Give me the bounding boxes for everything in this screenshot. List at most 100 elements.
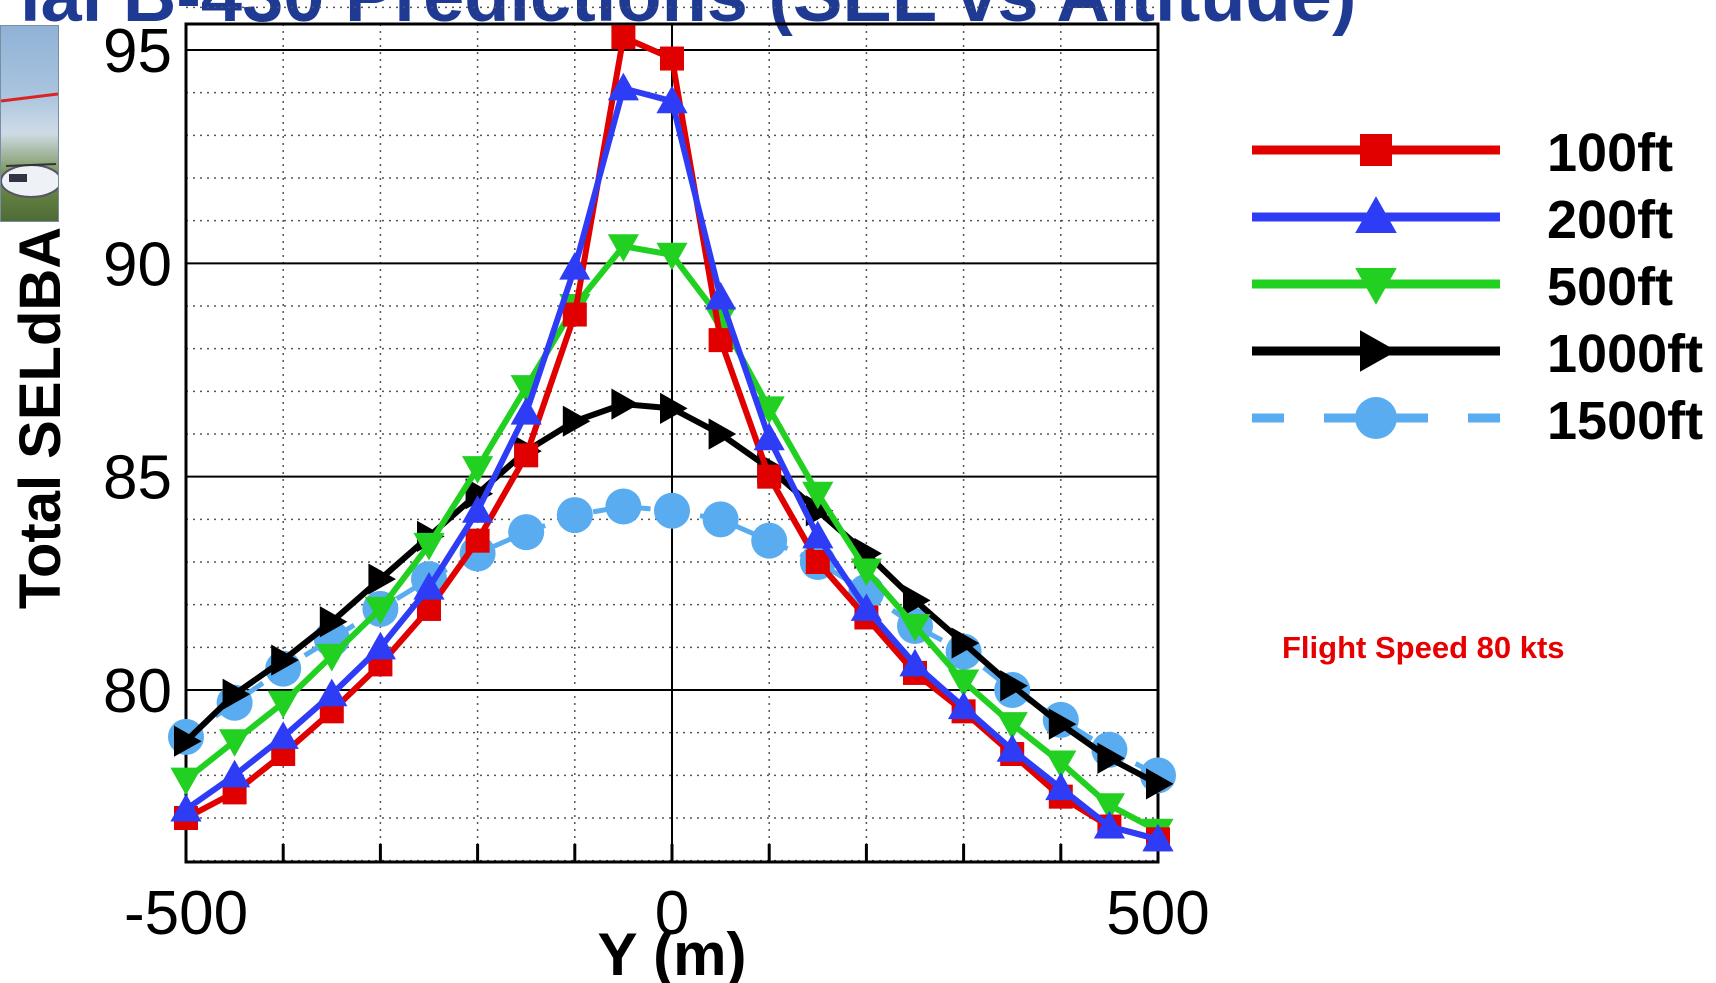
- data-point: [174, 725, 202, 757]
- data-point: [951, 627, 980, 659]
- data-point: [850, 558, 882, 587]
- legend-label: 200ft: [1547, 190, 1673, 250]
- data-point: [660, 392, 688, 424]
- data-point: [850, 593, 882, 621]
- data-point: [802, 481, 834, 510]
- data-point: [1093, 793, 1125, 821]
- data-point: [222, 678, 251, 710]
- data-point: [462, 495, 494, 523]
- data-point: [611, 25, 636, 50]
- data-point: [899, 614, 931, 642]
- data-point: [607, 72, 639, 101]
- legend-item: 1500ft: [1252, 391, 1703, 451]
- data-point: [364, 596, 396, 625]
- legend-label: 1000ft: [1547, 324, 1703, 384]
- y-tick-label: 90: [103, 230, 172, 299]
- data-point: [757, 464, 782, 489]
- data-point: [319, 606, 348, 638]
- data-point: [462, 456, 494, 484]
- data-point: [1146, 768, 1174, 800]
- data-point: [708, 418, 737, 450]
- data-point: [368, 563, 396, 595]
- chart-legend: 100ft 200ft 500ft 1000ft 1500ft: [1252, 123, 1703, 451]
- data-point: [465, 478, 494, 510]
- data-point: [656, 85, 688, 114]
- data-point: [170, 767, 202, 796]
- x-axis-label: Y (m): [598, 921, 747, 983]
- legend-item: 500ft: [1252, 257, 1673, 317]
- y-tick-label: 80: [103, 657, 172, 726]
- data-point: [562, 405, 591, 437]
- data-point: [1048, 708, 1077, 740]
- data-point: [559, 252, 591, 280]
- data-point: [899, 648, 931, 677]
- data-point: [1045, 772, 1077, 801]
- data-point: [465, 528, 490, 553]
- data-point: [805, 550, 830, 574]
- data-point: [508, 514, 545, 551]
- flight-speed-note: Flight Speed 80 kts: [1282, 630, 1565, 665]
- data-point: [1360, 134, 1392, 166]
- data-point: [1355, 268, 1397, 305]
- data-point: [510, 397, 542, 425]
- data-point: [562, 302, 587, 327]
- data-point: [316, 678, 348, 707]
- data-point: [267, 721, 299, 749]
- data-point: [656, 242, 688, 271]
- data-point: [753, 422, 785, 451]
- legend-item: 1000ft: [1252, 324, 1703, 384]
- data-point: [611, 388, 639, 420]
- data-point: [413, 572, 445, 600]
- data-point: [267, 690, 299, 719]
- chart-series: [168, 25, 1176, 852]
- data-point: [1000, 670, 1028, 702]
- legend-label: 100ft: [1547, 123, 1673, 183]
- y-tick-label: 85: [103, 444, 172, 513]
- legend-item: 100ft: [1252, 123, 1673, 183]
- data-point: [170, 793, 202, 822]
- y-axis-label: Total SELdBA: [8, 227, 73, 609]
- data-point: [705, 281, 737, 310]
- data-point: [316, 643, 348, 672]
- legend-label: 500ft: [1547, 257, 1673, 317]
- data-point: [802, 520, 834, 549]
- data-point: [514, 443, 539, 468]
- data-point: [1355, 196, 1397, 233]
- tick-labels: -500 0 500 80 85 90 95: [103, 17, 1210, 948]
- x-tick-label: -500: [124, 879, 248, 948]
- data-point: [1142, 823, 1174, 852]
- data-point: [753, 396, 785, 424]
- data-point: [413, 532, 445, 561]
- data-point: [903, 584, 931, 616]
- y-tick-label: 95: [103, 17, 172, 86]
- data-point: [708, 328, 733, 353]
- data-point: [607, 234, 639, 262]
- data-point: [1045, 750, 1077, 779]
- legend-label: 1500ft: [1547, 391, 1703, 451]
- data-point: [271, 644, 299, 676]
- x-tick-label: 0: [655, 879, 689, 948]
- series-200ft: [170, 72, 1174, 852]
- helicopter-photo: [0, 25, 59, 222]
- chart-axes: [184, 22, 1160, 864]
- data-point: [654, 492, 690, 529]
- data-point: [996, 734, 1028, 762]
- data-point: [1360, 330, 1397, 372]
- data-point: [751, 522, 788, 559]
- series-500ft: [170, 234, 1174, 847]
- data-point: [996, 712, 1028, 740]
- data-point: [948, 691, 980, 720]
- data-point: [1093, 810, 1125, 839]
- data-point: [1355, 397, 1397, 439]
- data-point: [364, 631, 396, 660]
- series-1000ft: [174, 388, 1174, 800]
- page-title: ial B-430 Predictions (SEL vs Altitude): [20, 0, 1716, 36]
- data-point: [219, 729, 251, 757]
- data-point: [605, 488, 642, 525]
- data-point: [556, 497, 593, 534]
- x-tick-label: 500: [1106, 879, 1209, 948]
- data-point: [805, 495, 834, 527]
- data-point: [219, 759, 251, 788]
- data-point: [660, 46, 684, 71]
